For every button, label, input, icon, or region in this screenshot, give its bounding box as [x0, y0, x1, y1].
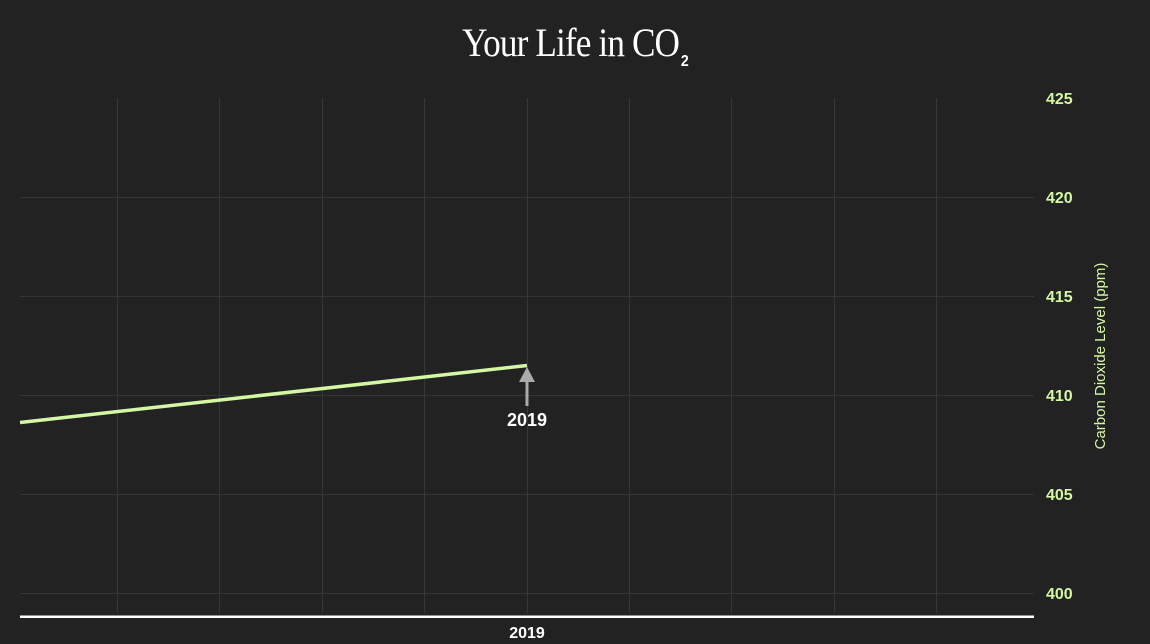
arrow-up-icon [519, 367, 535, 406]
co2-data-line [19, 363, 528, 425]
chart-title: Your Life in CO 2 [69, 18, 1081, 87]
y-axis-label: Carbon Dioxide Level (ppm) [1092, 263, 1109, 450]
vertical-gridlines [117, 98, 937, 613]
y-tick-410: 410 [1046, 388, 1073, 405]
annotation-label: 2019 [507, 410, 547, 430]
y-axis-ticks: 425 420 415 410 405 400 [1046, 91, 1073, 603]
y-tick-415: 415 [1046, 289, 1073, 306]
y-tick-400: 400 [1046, 586, 1073, 603]
chart-title-subscript: 2 [680, 53, 689, 70]
y-tick-405: 405 [1046, 487, 1073, 504]
y-tick-420: 420 [1046, 190, 1073, 207]
chart-title-text: Your Life in CO [462, 20, 680, 65]
y-tick-425: 425 [1046, 91, 1073, 108]
x-axis-baseline [20, 615, 1034, 618]
x-tick-label: 2019 [509, 625, 545, 642]
